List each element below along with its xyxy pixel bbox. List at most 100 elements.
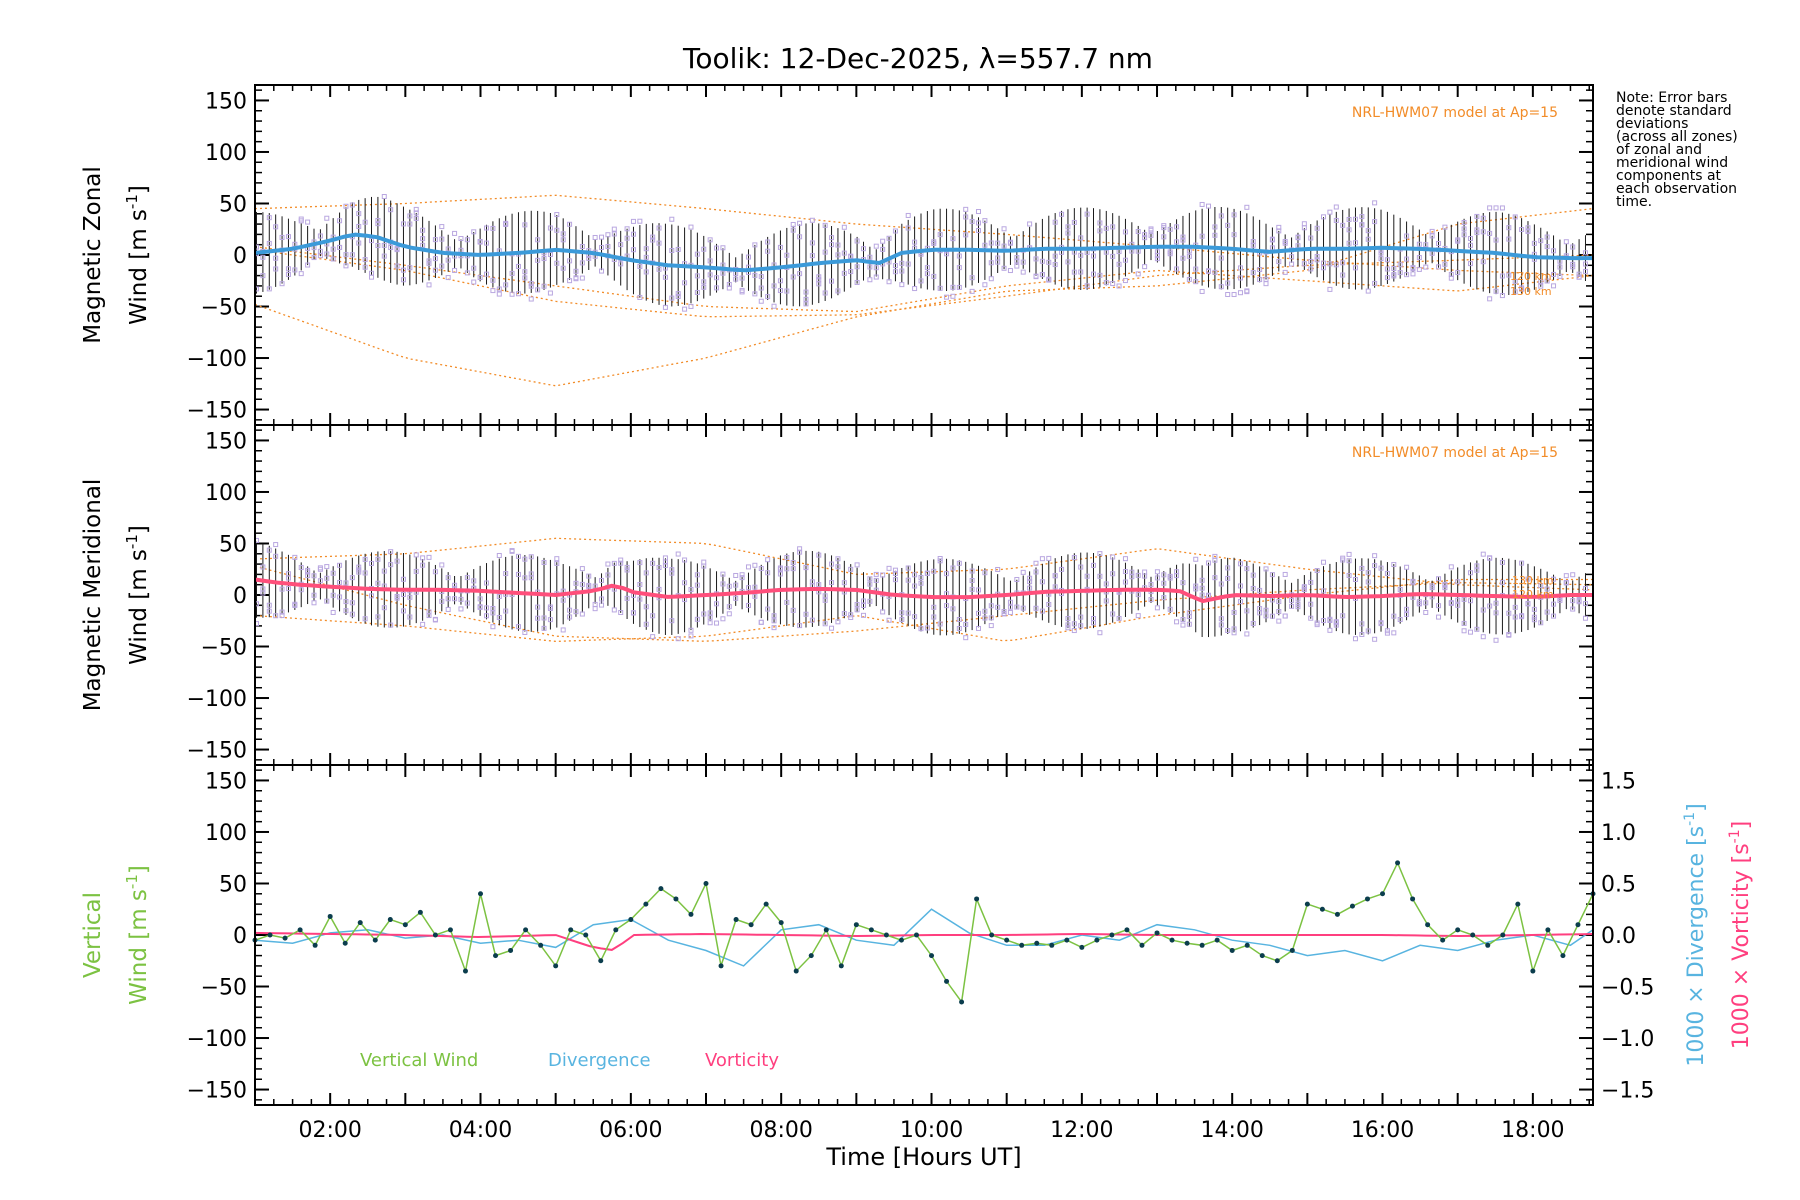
legend-vertical-wind: Vertical Wind: [360, 1050, 478, 1071]
sample-point: [1384, 275, 1390, 281]
sample-point: [752, 593, 758, 599]
sample-point: [1199, 233, 1205, 239]
sample-point: [1314, 254, 1320, 260]
sample-point: [886, 235, 892, 241]
sample-point: [394, 247, 400, 253]
sample-point: [279, 281, 285, 287]
sample-point: [1391, 265, 1397, 271]
sample-point: [1346, 558, 1352, 564]
vertical-ylabel-units-suffix: ]: [126, 865, 152, 874]
sample-point: [867, 254, 873, 260]
sample-point: [937, 556, 943, 562]
sample-point: [950, 293, 956, 299]
vorticity-axis-label: 1000 × Vorticity [s-1]: [1727, 821, 1754, 1049]
sample-point: [975, 209, 981, 215]
vertical-wind-point: [1229, 947, 1235, 953]
sample-point: [1467, 570, 1473, 576]
sample-point: [643, 254, 649, 260]
sample-point: [1225, 575, 1231, 581]
sample-point: [1506, 632, 1512, 638]
sample-point: [273, 224, 279, 230]
sample-point: [765, 570, 771, 576]
sample-point: [605, 244, 611, 250]
sample-point: [643, 570, 649, 576]
sample-point: [899, 616, 905, 622]
sample-point: [1129, 569, 1135, 575]
sample-point: [1122, 579, 1128, 585]
sample-point: [720, 571, 726, 577]
vertical-wind-point: [267, 932, 273, 938]
vertical-wind-point: [538, 942, 544, 948]
sample-point: [675, 551, 681, 557]
vertical-wind-point: [733, 917, 739, 923]
sample-point: [1103, 249, 1109, 255]
zonal-ylabel-line1: Magnetic Zonal: [80, 166, 106, 344]
sample-point: [662, 559, 668, 565]
sample-point: [912, 239, 918, 245]
vertical-wind-point: [432, 932, 438, 938]
sample-point: [1174, 239, 1180, 245]
x-tick-label: 08:00: [749, 1118, 812, 1143]
sample-point: [1244, 288, 1250, 294]
sample-point: [1416, 241, 1422, 247]
sample-point: [669, 618, 675, 624]
sample-point: [1052, 262, 1058, 268]
sample-point: [330, 246, 336, 252]
sample-point: [765, 248, 771, 254]
vertical-wind-point: [1259, 953, 1265, 959]
vertical-wind-point: [1575, 922, 1581, 928]
vertical-wind-point: [1425, 922, 1431, 928]
note-line: (across all zones): [1616, 129, 1738, 145]
vertical-wind-point: [1289, 947, 1295, 953]
sample-point: [1557, 264, 1563, 270]
sample-point: [1276, 599, 1282, 605]
meridional-panel: 150 100 50 0 −50 −100 −150: [187, 425, 1594, 765]
sample-point: [1039, 556, 1045, 562]
y-tick-label: −100: [187, 347, 247, 372]
vertical-wind-point: [898, 937, 904, 943]
sample-point: [873, 577, 879, 583]
sample-point: [1180, 255, 1186, 261]
sample-point: [407, 221, 413, 227]
sample-point: [522, 629, 528, 635]
sample-point: [618, 261, 624, 267]
sample-point: [1084, 283, 1090, 289]
sample-point: [1276, 618, 1282, 624]
note-line: time.: [1616, 194, 1653, 210]
sample-point: [1282, 571, 1288, 577]
sample-point: [324, 598, 330, 604]
sample-point: [931, 614, 937, 620]
sample-point: [969, 578, 975, 584]
sample-point: [579, 243, 585, 249]
sample-point: [701, 246, 707, 252]
sample-point: [1544, 234, 1550, 240]
sample-point: [733, 595, 739, 601]
sample-point: [682, 557, 688, 563]
sample-point: [841, 611, 847, 617]
sample-point: [420, 236, 426, 242]
sample-point: [784, 566, 790, 572]
sample-point: [369, 593, 375, 599]
sample-point: [1301, 587, 1307, 593]
sample-point: [739, 275, 745, 281]
sample-point: [1135, 572, 1141, 578]
sample-point: [1499, 559, 1505, 565]
sample-point: [1091, 615, 1097, 621]
sample-point: [279, 586, 285, 592]
sample-point: [484, 613, 490, 619]
sample-point: [950, 565, 956, 571]
vertical-wind-point: [1169, 937, 1175, 943]
sample-point: [1576, 271, 1582, 277]
sample-point: [886, 565, 892, 571]
sample-point: [452, 230, 458, 236]
sample-point: [1506, 236, 1512, 242]
sample-point: [656, 266, 662, 272]
sample-point: [1359, 631, 1365, 637]
sample-point: [1333, 217, 1339, 223]
sample-point: [1404, 564, 1410, 570]
sample-point: [343, 580, 349, 586]
sample-point: [420, 621, 426, 627]
sample-point: [528, 281, 534, 287]
sample-point: [1531, 606, 1537, 612]
sample-point: [1474, 567, 1480, 573]
